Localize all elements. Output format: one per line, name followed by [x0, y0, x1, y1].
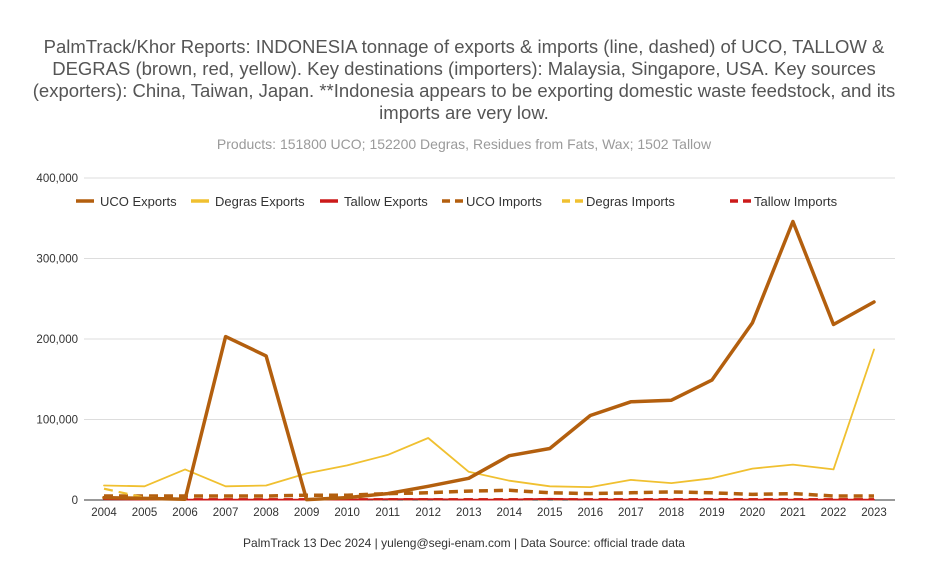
x-tick-label: 2018 [659, 507, 685, 519]
x-tick-label: 2015 [537, 507, 563, 519]
x-tick-label: 2019 [699, 507, 725, 519]
series-lines [102, 219, 876, 502]
legend-label: UCO Imports [466, 194, 542, 209]
chart-title: PalmTrack/Khor Reports: INDONESIA tonnag… [32, 36, 896, 123]
x-tick-label: 2017 [618, 507, 644, 519]
x-tick-label: 2022 [821, 507, 847, 519]
x-tick-label: 2023 [861, 507, 887, 519]
series-line-degras-exports [103, 348, 875, 489]
footer-note: PalmTrack 13 Dec 2024 | yuleng@segi-enam… [243, 536, 685, 550]
legend-label: Degras Imports [586, 194, 675, 209]
x-tick-label: 2010 [334, 507, 360, 519]
series-line-uco-imports [104, 488, 874, 498]
legend-label: UCO Exports [100, 194, 177, 209]
x-tick-label: 2014 [496, 507, 522, 519]
x-tick-label: 2009 [294, 507, 320, 519]
series-line-degras-imports [103, 487, 874, 501]
x-tick-label: 2020 [740, 507, 766, 519]
y-tick-label: 300,000 [36, 254, 78, 266]
x-axis-ticks: 2004 2005 2006 2007 2008 2009 2010 2011 2012 2013… [91, 507, 887, 519]
x-tick-label: 2004 [91, 507, 117, 519]
series-line-tallow-exports [103, 497, 875, 501]
y-tick-label: 0 [72, 495, 78, 507]
x-tick-label: 2006 [172, 507, 198, 519]
chart-subtitle: Products: 151800 UCO; 152200 Degras, Res… [216, 136, 712, 152]
y-tick-label: 200,000 [36, 334, 78, 346]
series-line-uco-exports [102, 219, 876, 502]
x-tick-label: 2021 [780, 507, 806, 519]
legend-label: Tallow Imports [754, 194, 838, 209]
x-tick-label: 2007 [213, 507, 239, 519]
x-tick-label: 2011 [375, 507, 400, 519]
x-tick-label: 2013 [456, 507, 482, 519]
grid-lines [84, 177, 895, 501]
y-tick-label: 400,000 [36, 173, 78, 185]
y-axis-ticks: 0 100,000 200,000 300,000 400,000 [36, 173, 78, 507]
legend: UCO Exports Degras Exports Tallow Exports U… [76, 194, 838, 209]
x-tick-label: 2016 [578, 507, 604, 519]
x-tick-label: 2008 [253, 507, 279, 519]
y-tick-label: 100,000 [36, 415, 78, 427]
legend-label: Degras Exports [215, 194, 305, 209]
x-tick-label: 2005 [132, 507, 158, 519]
legend-label: Tallow Exports [344, 194, 428, 209]
x-tick-label: 2012 [415, 507, 441, 519]
